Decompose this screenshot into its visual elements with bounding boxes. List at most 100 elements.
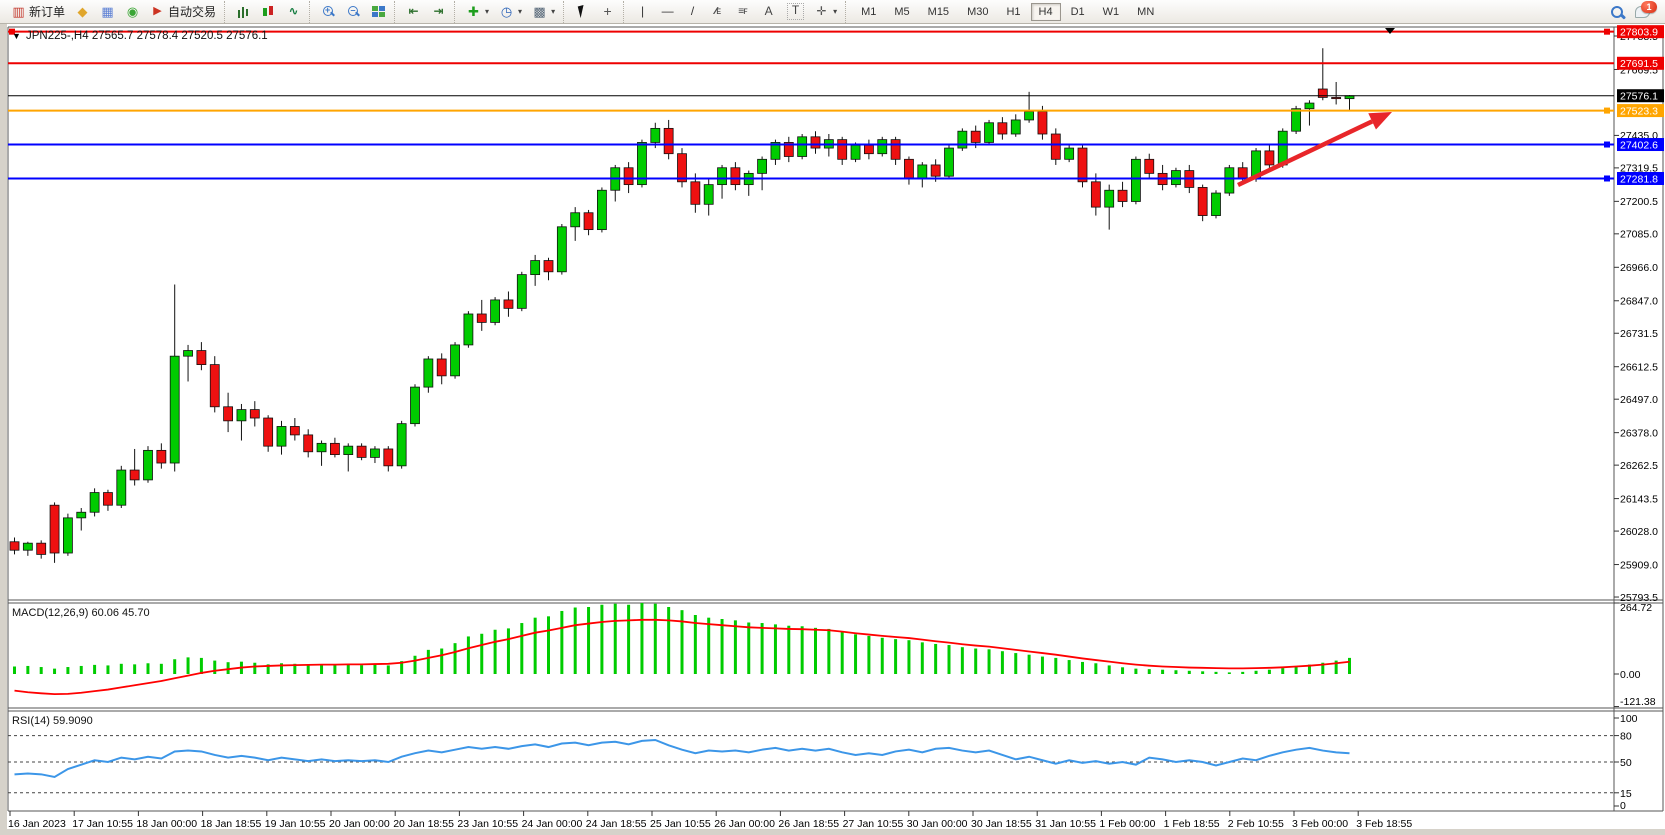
chat-button[interactable]: 1	[1635, 0, 1657, 21]
bear-candle	[356, 445, 367, 458]
bull-candle	[423, 358, 434, 388]
periods-button[interactable]: ◷ ▾	[494, 1, 527, 23]
bear-candle	[1117, 189, 1128, 202]
bull-candle	[343, 445, 354, 455]
cursor-button[interactable]	[570, 1, 595, 23]
zoom-in-button[interactable]	[316, 1, 341, 23]
bear-candle	[623, 167, 634, 186]
time-axis: 16 Jan 2023 17 Jan 10:55 18 Jan 00:00 18 Ja…	[8, 811, 1412, 830]
line-marker[interactable]	[1604, 175, 1610, 182]
bar-chart-button[interactable]	[231, 1, 256, 23]
bull-candle	[1211, 192, 1221, 216]
new-order-icon: ▥	[12, 4, 25, 19]
chart-shift-icon: ⇥	[433, 4, 444, 18]
bull-candle	[276, 426, 287, 447]
search-icon[interactable]	[1609, 4, 1625, 20]
vertical-line-button[interactable]: |	[630, 1, 655, 23]
zoom-out-button[interactable]	[341, 1, 366, 23]
rsi-tick-label: 100	[1620, 713, 1638, 725]
timeframe-w1-button[interactable]: W1	[1102, 5, 1120, 18]
templates-button[interactable]: ▩ ▾	[527, 1, 560, 23]
timeframe-m1-button[interactable]: M1	[861, 5, 877, 18]
crosshair-icon: +	[603, 3, 612, 19]
price-badge-label: 27523.3	[1620, 105, 1658, 117]
chart-type-group: ∿	[224, 0, 309, 23]
dropdown-arrow-icon[interactable]: ▾	[551, 7, 556, 16]
timeframe-m30-button[interactable]: M30	[967, 5, 989, 18]
bull-candle	[410, 386, 420, 425]
bull-candle	[63, 517, 73, 554]
chart-title: JPN225-,H4 27565.7 27578.4 27520.5 27576…	[26, 30, 268, 42]
price-tick-label: 26731.5	[1620, 328, 1658, 340]
price-badge	[1617, 56, 1664, 70]
market-watch-button[interactable]: ◆	[70, 1, 95, 23]
bull-candle	[650, 127, 661, 143]
notification-badge: 1	[1641, 0, 1657, 13]
bull-candle	[316, 442, 327, 453]
arrows-button[interactable]: ✛ ▾	[809, 1, 842, 23]
line-marker[interactable]	[1604, 107, 1610, 114]
timeframe-m5-button[interactable]: M5	[894, 5, 910, 18]
dropdown-arrow-icon[interactable]: ▾	[833, 7, 838, 16]
timeframe-mn-button[interactable]: MN	[1137, 5, 1155, 18]
bull-candle	[1064, 147, 1075, 160]
bear-candle	[1050, 133, 1061, 160]
timeframe-m15-button[interactable]: M15	[927, 5, 950, 18]
candlestick-chart-icon	[261, 4, 277, 19]
dropdown-arrow-icon[interactable]: ▾	[485, 7, 490, 16]
horizontal-line-button[interactable]: —	[655, 1, 680, 23]
tile-windows-button[interactable]	[366, 1, 391, 23]
timeframe-h4-button[interactable]: H4	[1030, 2, 1061, 21]
bull-candle	[877, 139, 888, 155]
chart-shift-button[interactable]: ⇥	[426, 1, 451, 23]
chart-shift-triangle-icon[interactable]	[1385, 28, 1395, 34]
new-chart-icon: ✚	[468, 4, 479, 19]
time-tick-label: 16 Jan 2023	[8, 818, 66, 830]
channel-button[interactable]: ∕∕ᴇ	[705, 1, 730, 23]
candlestick-chart-button[interactable]	[256, 1, 281, 23]
bull-candle	[1291, 108, 1301, 132]
time-tick-label: 20 Jan 00:00	[329, 818, 390, 830]
bear-candle	[690, 181, 701, 205]
price-badge-label: 27576.1	[1620, 91, 1658, 103]
new-order-button[interactable]: ▥ 新订单	[6, 1, 70, 23]
fibonacci-button[interactable]: ≡ꜰ	[730, 1, 755, 23]
trend-arrow-line[interactable]	[1237, 119, 1374, 188]
price-tick-label: 26966.0	[1620, 262, 1658, 274]
bear-candle	[1090, 181, 1101, 208]
time-tick-label: 23 Jan 10:55	[457, 818, 518, 830]
line-chart-button[interactable]: ∿	[281, 1, 306, 23]
price-tick-label: 25793.5	[1620, 592, 1658, 604]
text-button[interactable]: A	[755, 1, 782, 23]
bull-candle	[637, 142, 647, 186]
bear-candle	[476, 313, 487, 323]
signals-button[interactable]: ◉	[120, 1, 145, 23]
time-tick-label: 24 Jan 00:00	[522, 818, 583, 830]
bull-candle	[570, 212, 581, 228]
rsi-tick-label: 50	[1620, 757, 1632, 769]
autotrading-button[interactable]: ▶ 自动交易	[145, 1, 221, 23]
price-badge-label: 27803.9	[1620, 26, 1658, 38]
line-marker[interactable]	[9, 28, 15, 35]
bear-candle	[103, 492, 113, 506]
bear-candle	[9, 541, 20, 551]
label-button[interactable]: T	[782, 1, 809, 23]
bear-candle	[890, 139, 901, 160]
timeframe-h1-button[interactable]: H1	[1006, 5, 1021, 18]
dropdown-arrow-icon[interactable]: ▾	[518, 7, 523, 16]
bear-candle	[1077, 147, 1088, 183]
trendline-button[interactable]: /	[680, 1, 705, 23]
new-chart-button[interactable]: ✚ ▾	[461, 1, 494, 23]
bear-candle	[223, 406, 234, 422]
bear-candle	[810, 136, 821, 149]
profiles-button[interactable]: ▦	[95, 1, 120, 23]
trend-arrow-head[interactable]	[1368, 112, 1392, 130]
timeframe-d1-button[interactable]: D1	[1070, 5, 1085, 18]
crosshair-button[interactable]: +	[595, 1, 620, 23]
line-marker[interactable]	[1604, 141, 1610, 148]
bear-candle	[196, 350, 207, 365]
bear-candle	[970, 130, 981, 143]
auto-scroll-button[interactable]: ⇤	[401, 1, 426, 23]
bull-candle	[757, 158, 767, 174]
line-marker[interactable]	[1604, 28, 1610, 35]
